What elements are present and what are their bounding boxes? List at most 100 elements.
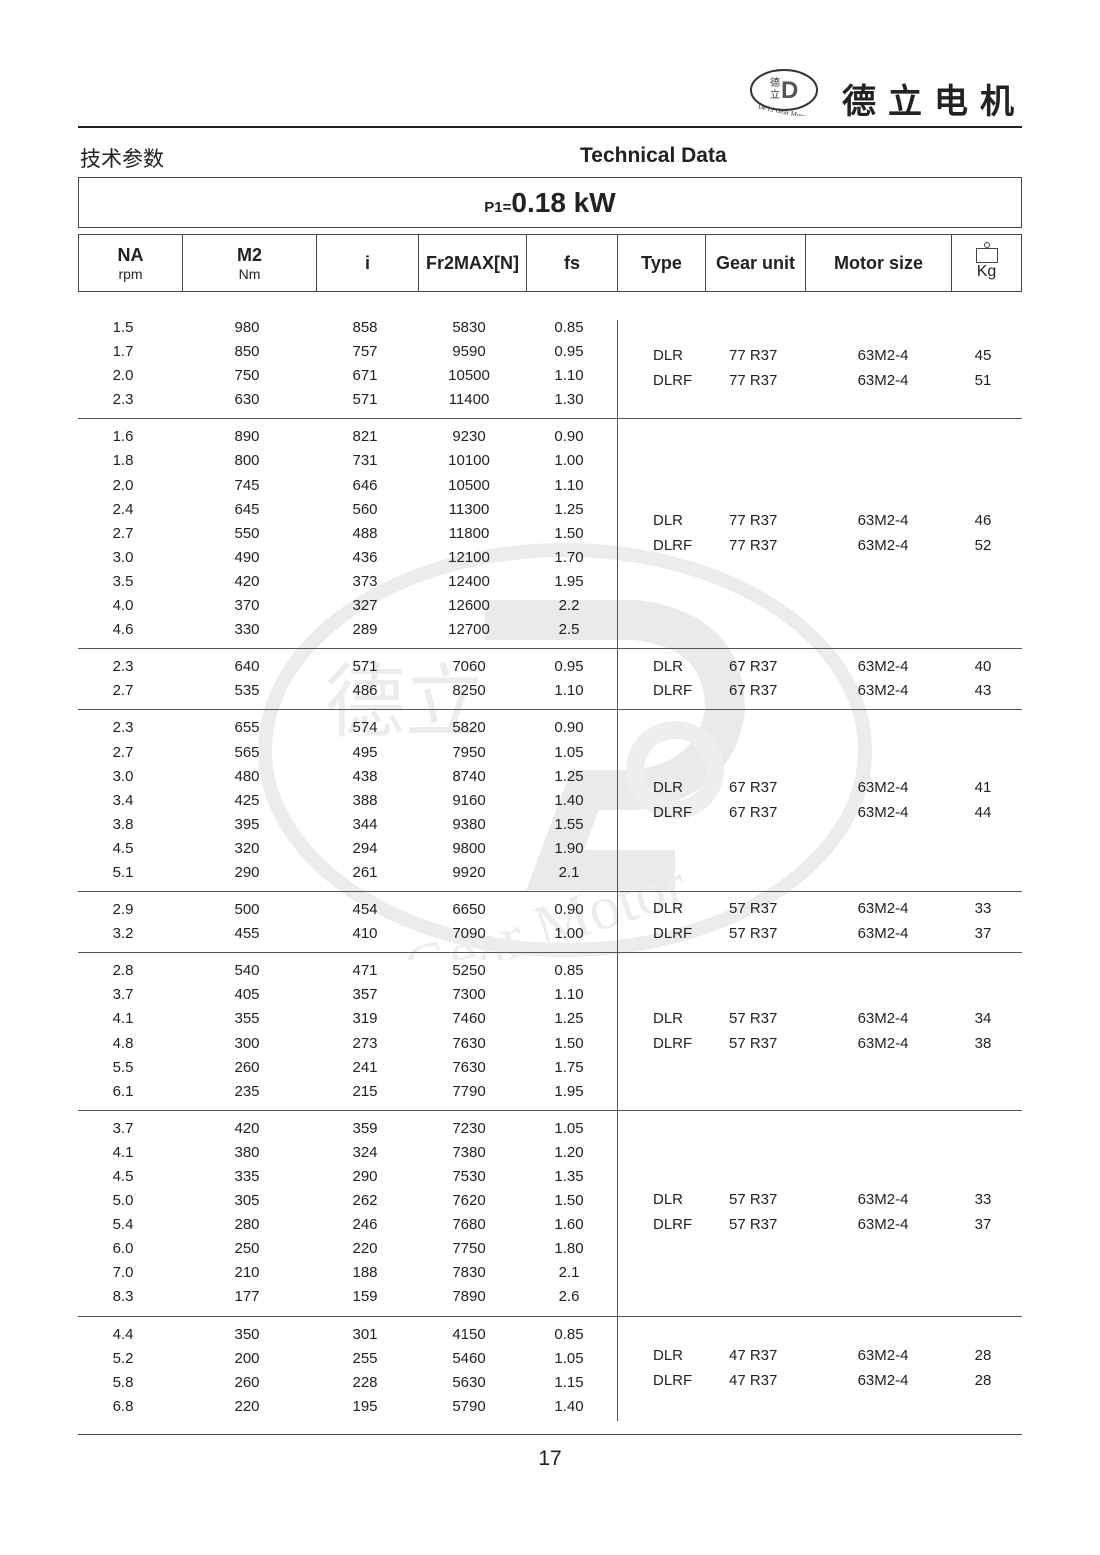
unit-options: DLR 67 R37 63M2-4 41 DLRF 67 R37 63M2-4 44	[617, 710, 1023, 892]
table-row: 3.0 480 438 8740 1.25	[78, 765, 1022, 789]
cell-service-factor: 1.05	[554, 1119, 584, 1137]
cell-type: DLR	[653, 1191, 684, 1209]
cell-weight: 28	[974, 1346, 992, 1364]
cell-ratio: 357	[352, 986, 378, 1004]
cell-weight: 34	[974, 1009, 992, 1027]
table-row: 4.4 350 301 4150 0.85	[78, 1323, 1022, 1347]
svg-text:德: 德	[770, 76, 780, 89]
unit-options: DLR 67 R37 63M2-4 40 DLRF 67 R37 63M2-4 43	[617, 649, 1023, 710]
cell-torque: 550	[234, 524, 260, 542]
cell-weight: 33	[974, 900, 992, 918]
unit-option: DLR 57 R37 63M2-4 34	[618, 1007, 1023, 1032]
cell-service-factor: 1.05	[554, 1349, 584, 1367]
cell-motor-size: 63M2-4	[857, 925, 909, 943]
col-fr2max: Fr2MAX[N]	[419, 235, 527, 291]
cell-motor-size: 63M2-4	[857, 657, 909, 675]
cell-torque: 630	[234, 391, 260, 409]
unit-option: DLRF 77 R37 63M2-4 51	[618, 369, 1023, 394]
cell-radial-load: 7750	[452, 1240, 486, 1258]
table-row: 5.5 260 241 7630 1.75	[78, 1056, 1022, 1080]
cell-motor-size: 63M2-4	[857, 682, 909, 700]
cell-torque: 220	[234, 1397, 260, 1415]
table-row: 5.4 280 246 7680 1.60	[78, 1213, 1022, 1237]
cell-service-factor: 1.25	[554, 500, 584, 518]
cell-speed: 7.0	[112, 1264, 134, 1282]
cell-motor-size: 63M2-4	[857, 900, 909, 918]
cell-torque: 335	[234, 1168, 260, 1185]
cell-speed: 2.3	[112, 719, 134, 737]
cell-radial-load: 7630	[452, 1034, 486, 1052]
cell-speed: 3.0	[112, 548, 134, 566]
cell-type: DLRF	[653, 1371, 693, 1389]
table-row: 2.7 565 495 7950 1.05	[78, 741, 1022, 765]
col-fs: fs	[527, 235, 618, 291]
unit-option: DLR 47 R37 63M2-4 28	[618, 1344, 1023, 1369]
cell-ratio: 215	[352, 1082, 378, 1100]
col-gear-unit: Gear unit	[706, 235, 806, 291]
cell-motor-size: 63M2-4	[857, 512, 909, 529]
cell-gear-unit: 67 R37	[729, 657, 778, 675]
cell-weight: 52	[974, 536, 992, 554]
cell-service-factor: 1.90	[554, 839, 584, 857]
cell-speed: 3.2	[112, 925, 134, 943]
unit-option: DLRF 57 R37 63M2-4 37	[618, 1213, 1023, 1238]
cell-ratio: 246	[352, 1216, 378, 1234]
cell-ratio: 262	[352, 1192, 378, 1210]
table-group: 1.5 980 858 5830 0.85 1.7 850 757 9590 0.95 2.0 750…	[78, 304, 1023, 420]
cell-weight: 37	[974, 1216, 992, 1234]
cell-radial-load: 5250	[452, 962, 486, 980]
cell-service-factor: 1.00	[554, 452, 584, 470]
cell-radial-load: 7530	[452, 1168, 486, 1185]
cell-radial-load: 9380	[452, 815, 486, 833]
cell-speed: 2.3	[112, 391, 134, 409]
cell-speed: 4.5	[112, 1168, 134, 1185]
cell-radial-load: 4150	[452, 1325, 486, 1343]
cell-torque: 750	[234, 367, 260, 385]
cell-ratio: 195	[352, 1397, 378, 1415]
cell-service-factor: 0.90	[554, 428, 584, 446]
cell-service-factor: 1.15	[554, 1373, 584, 1391]
page-number: 17	[538, 1447, 562, 1470]
cell-speed: 2.3	[112, 658, 134, 676]
cell-service-factor: 2.5	[558, 621, 580, 639]
cell-torque: 565	[234, 743, 260, 761]
cell-ratio: 294	[352, 839, 378, 857]
cell-radial-load: 6650	[452, 901, 486, 919]
table-row: 3.2 455 410 7090 1.00	[78, 922, 1022, 946]
cell-service-factor: 2.1	[558, 1264, 580, 1282]
cell-gear-unit: 77 R37	[729, 372, 778, 390]
cell-gear-unit: 57 R37	[729, 1216, 778, 1234]
cell-speed: 3.5	[112, 572, 134, 590]
cell-torque: 350	[234, 1325, 260, 1343]
cell-type: DLRF	[653, 803, 693, 821]
cell-torque: 800	[234, 452, 260, 470]
cell-service-factor: 1.75	[554, 1058, 584, 1076]
cell-speed: 2.0	[112, 476, 134, 494]
cell-speed: 3.4	[112, 791, 134, 809]
cell-motor-size: 63M2-4	[857, 1191, 909, 1209]
table-row: 1.5 980 858 5830 0.85	[78, 316, 1022, 340]
cell-ratio: 571	[352, 391, 378, 409]
cell-torque: 490	[234, 548, 260, 566]
unit-options: DLR 57 R37 63M2-4 34 DLRF 57 R37 63M2-4 38	[617, 953, 1023, 1110]
unit-option: DLRF 57 R37 63M2-4 38	[618, 1032, 1023, 1057]
table-row: 1.8 800 731 10100 1.00	[78, 449, 1022, 473]
cell-speed: 5.8	[112, 1373, 134, 1391]
cell-radial-load: 12400	[448, 572, 490, 590]
cell-weight: 46	[974, 512, 992, 529]
cell-ratio: 273	[352, 1034, 378, 1052]
table-row: 2.3 640 571 7060 0.95	[78, 655, 1022, 679]
cell-type: DLRF	[653, 682, 693, 700]
cell-ratio: 241	[352, 1058, 378, 1076]
cell-speed: 5.1	[112, 863, 134, 881]
table-row: 2.3 630 571 11400 1.30	[78, 388, 1022, 412]
cell-radial-load: 11800	[448, 524, 490, 542]
cell-type: DLRF	[653, 536, 693, 554]
cell-speed: 2.9	[112, 901, 134, 919]
cell-torque: 305	[234, 1192, 260, 1210]
cell-weight: 41	[974, 778, 992, 796]
title-english: Technical Data	[580, 144, 727, 167]
cell-ratio: 471	[352, 962, 378, 980]
cell-speed: 2.7	[112, 743, 134, 761]
cell-gear-unit: 57 R37	[729, 925, 778, 943]
